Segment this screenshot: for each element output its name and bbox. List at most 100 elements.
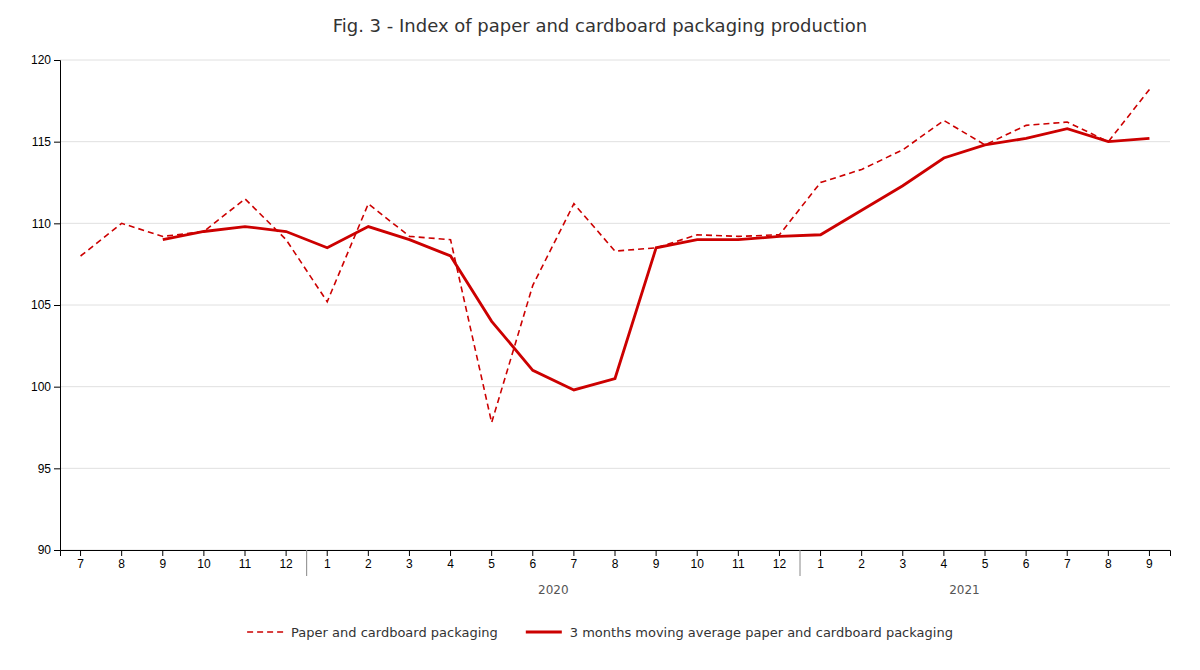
x-tick-mark	[656, 550, 657, 556]
legend-label: 3 months moving average paper and cardbo…	[570, 625, 953, 640]
y-tick: 115	[32, 135, 60, 149]
x-tick: 11	[239, 550, 252, 571]
x-tick: 6	[1023, 550, 1030, 571]
series-line	[163, 129, 1150, 390]
x-tick-mark	[697, 550, 698, 556]
x-tick-mark	[327, 550, 328, 556]
x-tick: 8	[1105, 550, 1112, 571]
y-tick-label: 95	[38, 462, 52, 476]
x-tick-mark	[203, 550, 204, 556]
lines	[81, 89, 1150, 422]
x-tick-label: 7	[571, 557, 578, 571]
x-tick: 9	[653, 550, 660, 571]
y-tick-label: 100	[31, 380, 51, 394]
y-axis: 90 95 100 105 110 115 120	[31, 53, 61, 557]
x-tick: 11	[732, 550, 745, 571]
x-tick: 7	[1064, 550, 1071, 571]
year-divider	[800, 550, 801, 576]
x-tick-label: 3	[899, 557, 906, 571]
x-tick: 7	[571, 550, 578, 571]
x-tick-mark	[121, 550, 122, 556]
x-tick-mark	[80, 550, 81, 556]
y-tick: 95	[38, 462, 60, 476]
x-tick-label: 3	[406, 557, 413, 571]
x-tick: 8	[118, 550, 125, 571]
x-tick-label: 9	[1146, 557, 1153, 571]
x-tick: 10	[197, 550, 211, 571]
x-tick: 4	[447, 550, 454, 571]
y-tick: 120	[31, 53, 60, 67]
series-line	[81, 89, 1150, 422]
x-tick-mark	[738, 550, 739, 556]
x-tick: 12	[279, 550, 293, 571]
grid-line	[60, 305, 1170, 306]
x-tick-mark	[902, 550, 903, 556]
grid-line	[60, 223, 1170, 224]
grid-line	[60, 386, 1170, 387]
x-tick-mark	[779, 550, 780, 556]
x-axis: 789101112123456789101112123456789	[61, 550, 1171, 571]
year-label: 2021	[949, 583, 980, 597]
x-tick-label: 8	[1105, 557, 1112, 571]
x-tick-label: 6	[529, 557, 536, 571]
x-tick-mark	[491, 550, 492, 556]
x-tick-label: 4	[447, 557, 454, 571]
y-tick-mark	[54, 468, 60, 469]
x-tick-label: 1	[324, 557, 331, 571]
year-dividers	[307, 550, 800, 576]
x-tick: 3	[406, 550, 413, 571]
y-tick-label: 120	[31, 53, 51, 67]
y-tick-mark	[54, 305, 60, 306]
x-tick: 6	[529, 550, 536, 571]
x-tick-label: 2	[858, 557, 865, 571]
x-tick-mark	[162, 550, 163, 556]
x-tick-mark	[450, 550, 451, 556]
grid	[60, 60, 1170, 550]
x-tick-label: 11	[239, 557, 252, 571]
y-tick-mark	[54, 60, 60, 61]
x-tick-label: 9	[653, 557, 660, 571]
y-tick-label: 115	[32, 135, 51, 149]
x-tick-mark	[532, 550, 533, 556]
grid-line	[60, 60, 1170, 61]
x-tick: 5	[982, 550, 989, 571]
grid-line	[60, 468, 1170, 469]
x-tick-label: 5	[488, 557, 495, 571]
x-tick-label: 6	[1023, 557, 1030, 571]
x-tick-label: 8	[612, 557, 619, 571]
y-tick-mark	[54, 142, 60, 143]
chart: Fig. 3 - Index of paper and cardboard pa…	[0, 0, 1200, 670]
x-tick-mark	[615, 550, 616, 556]
x-tick: 3	[899, 550, 906, 571]
x-tick-label: 12	[279, 557, 293, 571]
x-tick-mark	[409, 550, 410, 556]
x-tick-label: 4	[941, 557, 948, 571]
x-tick-mark	[368, 550, 369, 556]
x-tick-label: 10	[691, 557, 705, 571]
x-tick-mark	[861, 550, 862, 556]
x-tick-mark	[1067, 550, 1068, 556]
legend: Paper and cardboard packaging 3 months mo…	[247, 625, 953, 640]
x-tick-mark	[286, 550, 287, 556]
y-tick: 90	[38, 543, 60, 557]
legend-swatch	[247, 631, 283, 633]
x-tick-label: 7	[1064, 557, 1071, 571]
year-divider	[306, 550, 307, 576]
y-tick: 100	[31, 380, 60, 394]
y-tick-label: 105	[31, 298, 51, 312]
legend-item: 3 months moving average paper and cardbo…	[526, 625, 953, 640]
legend-swatch	[526, 631, 562, 634]
y-tick: 110	[32, 217, 60, 231]
y-tick: 105	[31, 298, 60, 312]
x-tick-mark	[1026, 550, 1027, 556]
x-tick: 10	[691, 550, 705, 571]
x-tick: 8	[612, 550, 619, 571]
x-tick: 5	[488, 550, 495, 571]
x-tick-label: 9	[159, 557, 166, 571]
y-tick-label: 90	[38, 543, 52, 557]
x-tick-mark	[245, 550, 246, 556]
x-tick: 12	[773, 550, 787, 571]
legend-item: Paper and cardboard packaging	[247, 625, 498, 640]
x-tick-label: 10	[197, 557, 211, 571]
x-tick: 9	[1146, 550, 1153, 571]
